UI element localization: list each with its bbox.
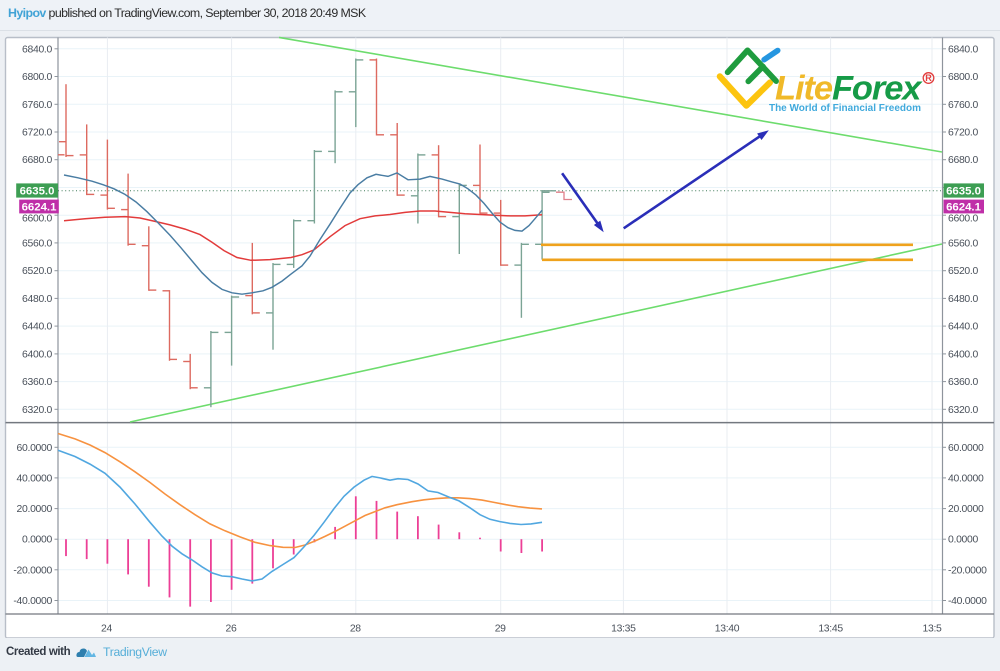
svg-text:-40.0000: -40.0000 — [13, 596, 52, 607]
svg-text:6440.0: 6440.0 — [948, 322, 979, 333]
svg-text:6680.0: 6680.0 — [22, 155, 53, 166]
svg-text:6600.0: 6600.0 — [22, 214, 53, 225]
svg-text:6635.0: 6635.0 — [946, 186, 981, 198]
svg-text:40.0000: 40.0000 — [17, 473, 53, 484]
svg-text:60.0000: 60.0000 — [17, 443, 53, 454]
svg-text:24: 24 — [101, 624, 112, 635]
svg-text:13:5: 13:5 — [922, 624, 942, 635]
svg-text:R: R — [925, 73, 932, 83]
svg-text:13:40: 13:40 — [715, 624, 740, 635]
svg-text:6624.1: 6624.1 — [22, 202, 58, 214]
svg-text:13:45: 13:45 — [818, 624, 843, 635]
svg-text:6480.0: 6480.0 — [22, 294, 53, 305]
svg-text:6320.0: 6320.0 — [948, 405, 979, 416]
svg-text:20.0000: 20.0000 — [17, 504, 53, 515]
svg-text:-20.0000: -20.0000 — [13, 565, 52, 576]
svg-text:0.0000: 0.0000 — [948, 535, 979, 546]
svg-text:6624.1: 6624.1 — [946, 202, 982, 214]
svg-text:20.0000: 20.0000 — [948, 504, 984, 515]
svg-text:29: 29 — [495, 624, 506, 635]
svg-text:6800.0: 6800.0 — [22, 72, 53, 83]
svg-text:6840.0: 6840.0 — [948, 44, 979, 55]
svg-text:6400.0: 6400.0 — [22, 349, 53, 360]
svg-text:6720.0: 6720.0 — [22, 128, 53, 139]
svg-text:6360.0: 6360.0 — [948, 377, 979, 388]
svg-text:6520.0: 6520.0 — [948, 266, 979, 277]
svg-text:6560.0: 6560.0 — [22, 238, 53, 249]
svg-text:13:35: 13:35 — [611, 624, 636, 635]
svg-text:6635.0: 6635.0 — [20, 186, 55, 198]
svg-text:28: 28 — [350, 624, 361, 635]
svg-text:6560.0: 6560.0 — [948, 238, 979, 249]
svg-text:40.0000: 40.0000 — [948, 473, 984, 484]
svg-text:6600.0: 6600.0 — [948, 214, 979, 225]
svg-text:6800.0: 6800.0 — [948, 72, 979, 83]
svg-text:6400.0: 6400.0 — [948, 349, 979, 360]
svg-text:6320.0: 6320.0 — [22, 405, 53, 416]
svg-text:60.0000: 60.0000 — [948, 443, 984, 454]
svg-text:6760.0: 6760.0 — [22, 100, 53, 111]
svg-text:6480.0: 6480.0 — [948, 294, 979, 305]
svg-text:-20.0000: -20.0000 — [948, 565, 987, 576]
svg-text:6680.0: 6680.0 — [948, 155, 979, 166]
svg-text:6840.0: 6840.0 — [22, 44, 53, 55]
svg-text:LiteForex: LiteForex — [775, 70, 923, 108]
svg-text:-40.0000: -40.0000 — [948, 596, 987, 607]
svg-text:The World of Financial Freedom: The World of Financial Freedom — [769, 103, 921, 114]
svg-text:6360.0: 6360.0 — [22, 377, 53, 388]
svg-text:6440.0: 6440.0 — [22, 322, 53, 333]
svg-text:26: 26 — [226, 624, 237, 635]
svg-text:6520.0: 6520.0 — [22, 266, 53, 277]
svg-text:0.0000: 0.0000 — [22, 535, 53, 546]
svg-text:6760.0: 6760.0 — [948, 100, 979, 111]
svg-text:6720.0: 6720.0 — [948, 128, 979, 139]
